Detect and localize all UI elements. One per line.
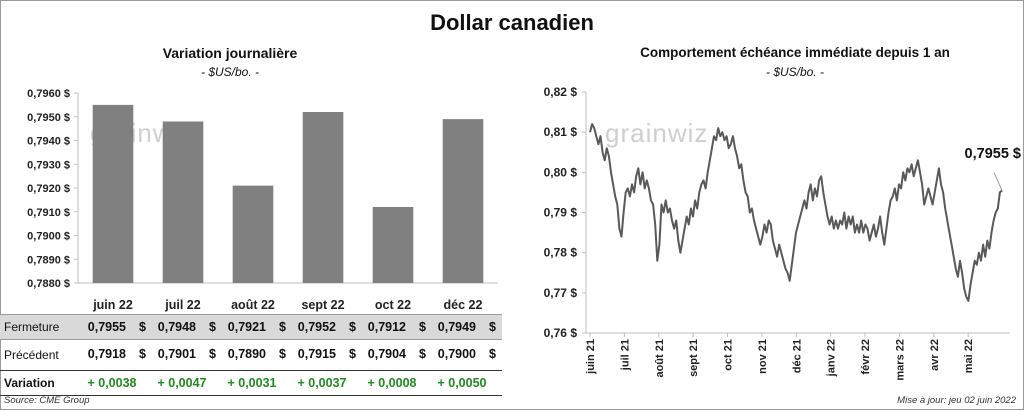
cell-value: 0,7955 bbox=[87, 320, 126, 334]
bar-y-tick-label: 0,7900 $ bbox=[27, 231, 70, 243]
bar-5 bbox=[442, 119, 484, 283]
bar-y-tick-label: 0,7950 $ bbox=[27, 112, 70, 124]
line-y-tick-label: 0,78 $ bbox=[544, 246, 578, 260]
line-x-tick-label: avr 22 bbox=[929, 339, 941, 371]
cell-currency: $ bbox=[419, 347, 426, 361]
source-note: Source: CME Group bbox=[4, 395, 90, 406]
bar-category-label: août 22 bbox=[231, 298, 275, 312]
bar-y-tick-label: 0,7890 $ bbox=[27, 254, 70, 266]
row-label-variation: Variation bbox=[4, 376, 55, 390]
bar-chart-unit: - $US/bo. - bbox=[200, 65, 260, 79]
table-row-fermeture: Fermeture 0,7955 $0,7948 $0,7921 $0,7952 $0,… bbox=[0, 314, 502, 340]
cell-currency: $ bbox=[419, 320, 426, 334]
cell-value: 0,7948 bbox=[157, 320, 196, 334]
line-x-tick-label: nov 21 bbox=[757, 339, 769, 374]
bar-y-tick-label: 0,7880 $ bbox=[27, 278, 70, 290]
line-x-tick-label: mai 22 bbox=[963, 339, 975, 373]
line-y-tick-label: 0,77 $ bbox=[544, 286, 578, 300]
bar-4 bbox=[372, 207, 414, 283]
table-row-precedent: Précédent 0,7918 $0,7901 $0,7890 $0,7915 $0,… bbox=[0, 342, 502, 368]
line-x-tick-label: oct 21 bbox=[723, 339, 735, 371]
line-x-tick-label: sept 21 bbox=[688, 339, 700, 377]
line-y-tick-label: 0,76 $ bbox=[544, 326, 578, 340]
cell-value: 0,7912 bbox=[367, 320, 406, 334]
cell-currency: $ bbox=[209, 347, 216, 361]
line-y-tick-label: 0,82 $ bbox=[544, 85, 578, 99]
line-x-tick-label: déc 21 bbox=[791, 339, 803, 373]
cell-value: 0,7901 bbox=[157, 347, 196, 361]
row-label-fermeture: Fermeture bbox=[4, 320, 60, 334]
bar-category-label: oct 22 bbox=[375, 298, 411, 312]
table-cell: + 0,0050 bbox=[437, 376, 487, 390]
row-label-precedent: Précédent bbox=[4, 348, 59, 362]
cell-currency: $ bbox=[349, 320, 356, 334]
cell-value: 0,7952 bbox=[297, 320, 336, 334]
line-x-tick-label: févr 22 bbox=[860, 339, 872, 374]
bar-category-label: juil 22 bbox=[164, 298, 200, 312]
bar-y-tick-label: 0,7940 $ bbox=[27, 136, 70, 148]
table-cell: + 0,0037 bbox=[297, 376, 347, 390]
bar-y-tick-label: 0,7920 $ bbox=[27, 183, 70, 195]
update-note: Mise à jour: jeu 02 juin 2022 bbox=[897, 395, 1016, 406]
bar-y-tick-label: 0,7960 $ bbox=[27, 88, 70, 100]
cell-currency: $ bbox=[489, 320, 496, 334]
table-cell: + 0,0008 bbox=[367, 376, 417, 390]
price-series-line bbox=[589, 123, 1003, 302]
bar-3 bbox=[302, 112, 344, 283]
bar-category-label: déc 22 bbox=[444, 298, 483, 312]
line-x-tick-label: juin 21 bbox=[585, 339, 597, 375]
line-x-tick-label: juil 21 bbox=[619, 339, 631, 371]
cell-currency: $ bbox=[489, 347, 496, 361]
cell-value: 0,7890 bbox=[227, 347, 266, 361]
last-value-label: 0,7955 $ bbox=[965, 146, 1021, 162]
bar-chart-title: Variation journalière bbox=[162, 45, 298, 61]
last-value-leader bbox=[993, 172, 1003, 191]
cell-currency: $ bbox=[279, 320, 286, 334]
table-cell: + 0,0038 bbox=[87, 376, 137, 390]
cell-currency: $ bbox=[209, 320, 216, 334]
bar-y-tick-label: 0,7930 $ bbox=[27, 159, 70, 171]
line-y-tick-label: 0,80 $ bbox=[544, 165, 578, 179]
bar-2 bbox=[232, 185, 274, 283]
line-y-tick-label: 0,79 $ bbox=[544, 206, 578, 220]
cell-currency: $ bbox=[139, 320, 146, 334]
bar-0 bbox=[92, 104, 134, 283]
table-row-variation: Variation + 0,0038 + 0,0047 + 0,0031 + 0,00… bbox=[0, 370, 502, 396]
cell-value: 0,7949 bbox=[437, 320, 476, 334]
cell-currency: $ bbox=[139, 347, 146, 361]
bar-category-label: juin 22 bbox=[92, 298, 133, 312]
line-x-tick-label: mars 22 bbox=[894, 339, 906, 381]
table-cell: + 0,0031 bbox=[227, 376, 277, 390]
line-x-tick-label: août 21 bbox=[654, 339, 666, 378]
bar-y-tick-label: 0,7910 $ bbox=[27, 207, 70, 219]
line-y-tick-label: 0,81 $ bbox=[544, 125, 578, 139]
bar-1 bbox=[162, 121, 204, 283]
bar-chart: 0,7880 $ 0,7890 $ 0,7900 $ 0,7910 $ 0,7920 $… bbox=[27, 88, 498, 312]
cell-value: 0,7921 bbox=[227, 320, 266, 334]
cell-value: 0,7915 bbox=[297, 347, 336, 361]
watermark-right: grainwiz bbox=[605, 118, 709, 148]
cell-value: 0,7900 bbox=[437, 347, 476, 361]
cell-currency: $ bbox=[279, 347, 286, 361]
line-chart-title: Comportement échéance immédiate depuis 1… bbox=[640, 45, 950, 60]
cell-currency: $ bbox=[349, 347, 356, 361]
cell-value: 0,7904 bbox=[367, 347, 406, 361]
line-chart-unit: - $US/bo. - bbox=[765, 65, 825, 79]
page-title: Dollar canadien bbox=[430, 10, 594, 35]
bar-category-label: sept 22 bbox=[301, 298, 344, 312]
cell-value: 0,7918 bbox=[87, 347, 126, 361]
table-cell: + 0,0047 bbox=[157, 376, 207, 390]
line-x-tick-label: janv 22 bbox=[826, 339, 838, 377]
